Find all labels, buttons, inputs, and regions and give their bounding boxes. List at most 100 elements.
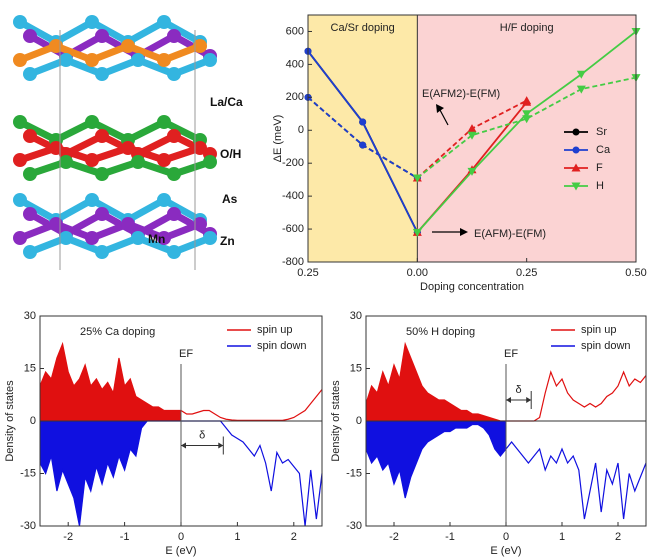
y-tick-label: 400 <box>286 58 304 70</box>
legend-label: Ca <box>596 144 611 156</box>
annotation-arrowhead <box>460 228 468 236</box>
y-tick-label: -400 <box>282 190 304 202</box>
atom <box>23 245 37 259</box>
atom <box>167 207 181 221</box>
y-tick-label: 30 <box>350 310 362 322</box>
atom <box>95 67 109 81</box>
y-tick-label: -30 <box>20 520 36 532</box>
atom <box>59 155 73 169</box>
x-tick-label: 1 <box>559 531 565 543</box>
atom <box>23 129 37 143</box>
atom <box>121 217 135 231</box>
region-label: Ca/Sr doping <box>331 22 395 34</box>
x-tick-label: 0.25 <box>297 267 318 279</box>
legend-label: spin up <box>257 324 292 336</box>
x-tick-label: 0.00 <box>407 267 428 279</box>
atom <box>49 141 63 155</box>
crystal-structure: La/Ca O/H As Mn Zn <box>13 15 243 270</box>
y-tick-label: -30 <box>346 520 362 532</box>
atom <box>13 231 27 245</box>
atom <box>95 167 109 181</box>
marker <box>571 163 581 172</box>
marker <box>359 141 367 149</box>
legend-label: spin down <box>581 340 631 352</box>
y-tick-label: 0 <box>298 124 304 136</box>
y-axis-label: ΔE (meV) <box>272 115 284 163</box>
gap-label: δ <box>516 384 522 396</box>
marker <box>412 228 422 237</box>
x-tick-label: 2 <box>291 531 297 543</box>
y-tick-label: 30 <box>24 310 36 322</box>
dos-fill <box>39 342 182 422</box>
atom <box>157 15 171 29</box>
y-tick-label: 0 <box>356 415 362 427</box>
x-tick-label: 0 <box>178 531 184 543</box>
marker <box>571 182 581 191</box>
structure-label: Mn <box>148 232 165 246</box>
atom <box>95 29 109 43</box>
structure-label: La/Ca <box>210 95 243 109</box>
y-tick-label: 200 <box>286 91 304 103</box>
atom <box>193 39 207 53</box>
panel-title: 50% H doping <box>406 326 475 338</box>
x-axis-label: Doping concentration <box>420 281 524 293</box>
atom <box>167 245 181 259</box>
y-tick-label: -200 <box>282 157 304 169</box>
region <box>417 15 636 262</box>
x-tick-label: -1 <box>120 531 130 543</box>
region-label: H/F doping <box>500 22 554 34</box>
atom <box>157 231 171 245</box>
atom <box>85 115 99 129</box>
plot-frame <box>307 14 637 263</box>
atom <box>13 15 27 29</box>
atom <box>193 217 207 231</box>
marker <box>467 167 477 176</box>
atom <box>95 245 109 259</box>
legend-label: spin up <box>581 324 616 336</box>
atom <box>13 53 27 67</box>
gap-arrowhead <box>181 442 224 449</box>
y-tick-label: 0 <box>30 415 36 427</box>
atom <box>59 53 73 67</box>
y-tick-label: -15 <box>20 467 36 479</box>
x-axis-label: E (eV) <box>490 545 521 557</box>
y-tick-label: -600 <box>282 223 304 235</box>
x-tick-label: 0 <box>503 531 509 543</box>
atom <box>49 217 63 231</box>
annotation-arrow <box>439 109 449 126</box>
marker <box>522 110 532 119</box>
x-tick-label: -2 <box>389 531 399 543</box>
marker <box>359 118 367 126</box>
atom <box>203 155 217 169</box>
structure-label: As <box>222 192 238 206</box>
atom <box>49 39 63 53</box>
atom <box>59 231 73 245</box>
atom <box>13 115 27 129</box>
atom <box>167 29 181 43</box>
fermi-label: EF <box>179 348 193 360</box>
atom <box>203 231 217 245</box>
atom <box>131 155 145 169</box>
atom <box>167 67 181 81</box>
atom <box>167 129 181 143</box>
y-tick-label: 15 <box>350 362 362 374</box>
atom <box>131 231 145 245</box>
x-tick-label: -1 <box>445 531 455 543</box>
atom <box>121 141 135 155</box>
atom <box>157 115 171 129</box>
atom <box>121 39 135 53</box>
y-axis-label: Density of states <box>4 380 16 462</box>
atom <box>157 193 171 207</box>
atom <box>95 207 109 221</box>
legend-label: Sr <box>596 126 607 138</box>
atom <box>85 53 99 67</box>
y-tick-label: 600 <box>286 25 304 37</box>
structure-label: Zn <box>220 234 235 248</box>
x-tick-label: 0.50 <box>625 267 646 279</box>
atom <box>167 167 181 181</box>
marker <box>576 85 586 94</box>
annotation-arrowhead <box>436 104 444 113</box>
marker <box>572 146 580 154</box>
marker <box>467 124 477 133</box>
